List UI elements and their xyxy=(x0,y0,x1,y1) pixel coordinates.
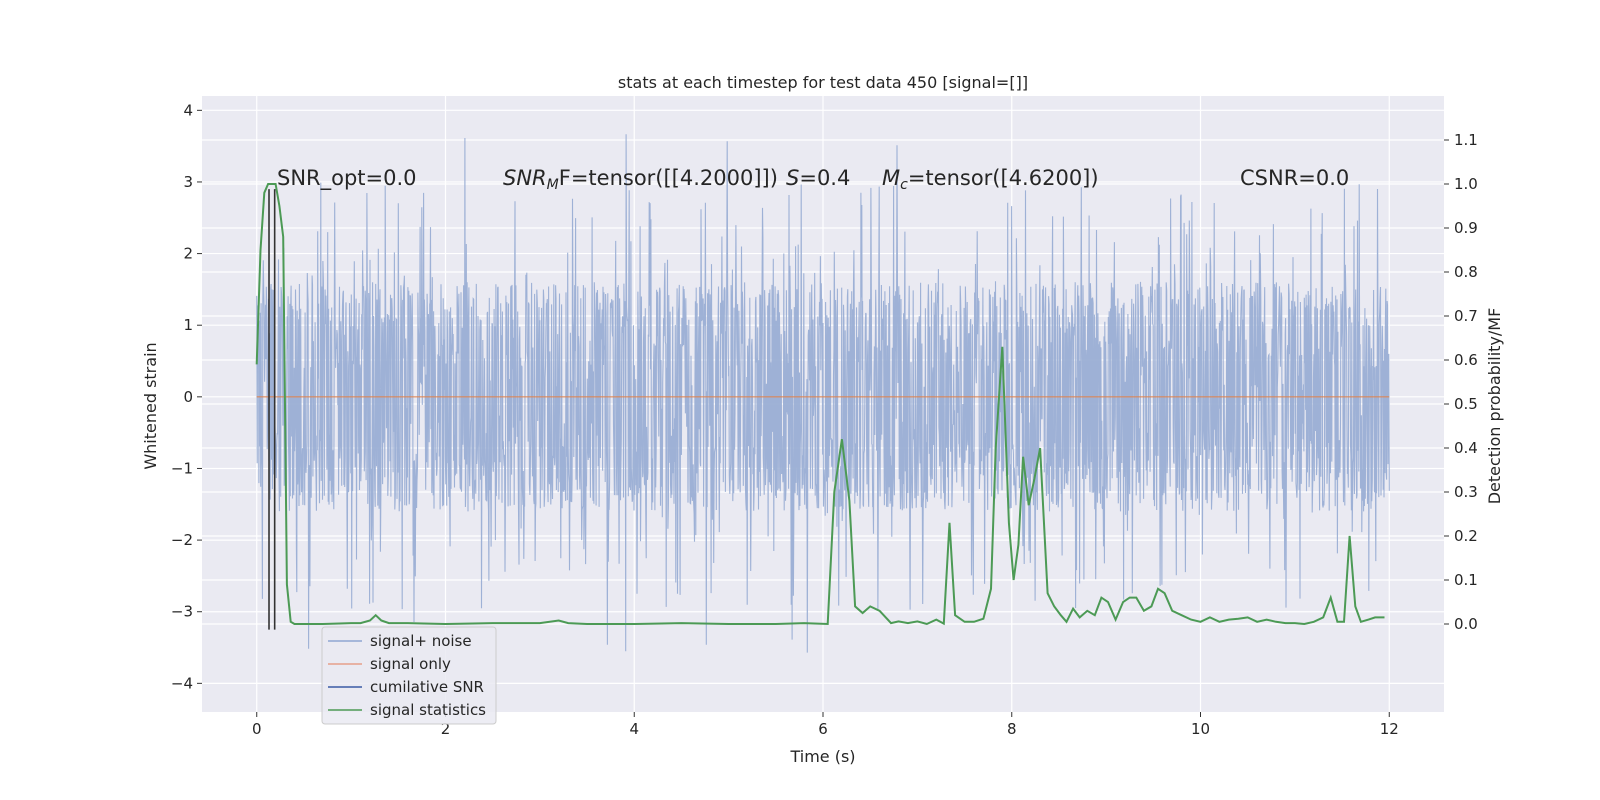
annotation-csnr: CSNR=0.0 xyxy=(1240,166,1349,190)
y2-tick-label: 1.1 xyxy=(1454,131,1478,149)
y2-axis-ticks: 0.0 0.1 0.2 0.3 0.4 0.5 0.6 0.7 0.8 0.9 1.0 1.1 xyxy=(1444,131,1478,633)
y-tick-label: −3 xyxy=(171,603,193,621)
signal-statistics-series xyxy=(255,183,1385,626)
annotation-s: S=0.4 xyxy=(786,166,850,190)
x-tick-label: 8 xyxy=(1007,720,1017,738)
x-tick-label: 6 xyxy=(818,720,828,738)
y2-tick-label: 0.0 xyxy=(1454,615,1478,633)
y2-tick-label: 0.5 xyxy=(1454,395,1478,413)
y2-tick-label: 0.1 xyxy=(1454,571,1478,589)
mc-value: =tensor([4.6200]) xyxy=(908,166,1099,190)
y-axis-label: Whitened strain xyxy=(141,342,160,469)
mc-subscript: c xyxy=(900,177,908,193)
snr-mf-subscript: M xyxy=(547,177,559,193)
s-value: =0.4 xyxy=(799,166,850,190)
y2-tick-label: 0.2 xyxy=(1454,527,1478,545)
y2-axis-label: Detection probability/MF xyxy=(1485,308,1504,505)
y-axis-ticks: −4 −3 −2 −1 0 1 2 3 4 xyxy=(171,101,202,692)
y-tick-label: −4 xyxy=(171,674,193,692)
y2-tick-label: 0.9 xyxy=(1454,219,1478,237)
cumulative-snr-series xyxy=(268,189,276,630)
legend: signal+ noise signal only cumilative SNR… xyxy=(321,626,497,725)
signal-noise-series xyxy=(256,134,1390,653)
y2-tick-label: 0.3 xyxy=(1454,483,1478,501)
y2-tick-label: 0.8 xyxy=(1454,263,1478,281)
x-tick-label: 10 xyxy=(1191,720,1210,738)
x-tick-label: 2 xyxy=(441,720,451,738)
y2-tick-label: 0.7 xyxy=(1454,307,1478,325)
legend-label-cumulative-snr: cumilative SNR xyxy=(370,678,484,696)
x-tick-label: 4 xyxy=(629,720,639,738)
signal-noise-line xyxy=(256,134,1390,653)
chart-title: stats at each timestep for test data 450… xyxy=(618,73,1028,92)
y-tick-label: 2 xyxy=(183,245,193,263)
snr-mf-value: F=tensor([[4.2000]]) xyxy=(559,166,778,190)
y2-tick-label: 0.4 xyxy=(1454,439,1478,457)
mc-symbol: M xyxy=(882,166,900,190)
x-axis-label: Time (s) xyxy=(789,747,855,766)
y2-tick-label: 0.6 xyxy=(1454,351,1478,369)
annotation-snr-opt: SNR_opt=0.0 xyxy=(277,166,417,191)
s-symbol: S xyxy=(786,166,799,190)
snr-mf-symbol: SNR xyxy=(503,166,547,190)
y-tick-label: 0 xyxy=(183,388,193,406)
y2-tick-label: 1.0 xyxy=(1454,175,1478,193)
legend-label-signal-only: signal only xyxy=(370,655,451,673)
y-tick-label: 1 xyxy=(183,316,193,334)
legend-label-noise: signal+ noise xyxy=(370,632,472,650)
x-axis-ticks: 0 2 4 6 8 10 12 xyxy=(252,712,1399,738)
x-tick-label: 12 xyxy=(1380,720,1399,738)
x-tick-label: 0 xyxy=(252,720,262,738)
annotation-snr-mf: SNRMF=tensor([[4.2000]]) xyxy=(503,166,778,193)
y-tick-label: −1 xyxy=(171,459,193,477)
legend-box xyxy=(321,626,497,725)
legend-label-signal-statistics: signal statistics xyxy=(370,701,486,719)
annotation-mc: Mc=tensor([4.6200]) xyxy=(882,166,1099,193)
y-tick-label: −2 xyxy=(171,531,193,549)
signal-statistics-line xyxy=(255,183,1385,626)
y-tick-label: 4 xyxy=(183,101,193,119)
y-tick-label: 3 xyxy=(183,173,193,191)
